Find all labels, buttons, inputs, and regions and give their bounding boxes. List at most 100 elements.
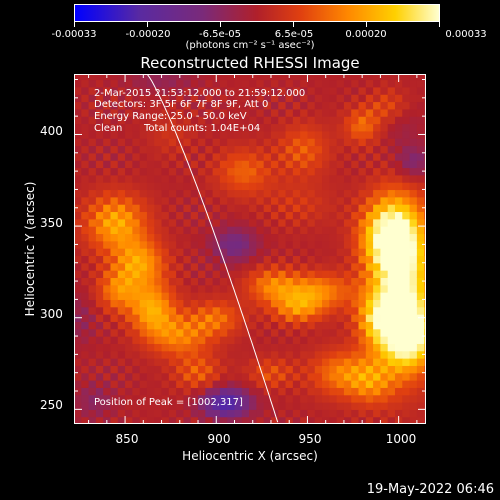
heatmap-cell	[307, 402, 316, 410]
heatmap-cell	[249, 299, 257, 308]
heatmap-cell	[241, 292, 250, 300]
heatmap-cell	[103, 152, 112, 161]
heatmap-cell	[81, 387, 90, 396]
heatmap-cell	[176, 145, 185, 154]
heatmap-cell	[117, 145, 126, 154]
heatmap-cell	[343, 321, 352, 330]
heatmap-cell	[117, 189, 126, 198]
heatmap-cell	[95, 255, 104, 264]
heatmap-cell	[212, 409, 221, 418]
heatmap-cell	[307, 130, 316, 139]
heatmap-cell	[110, 167, 119, 176]
heatmap-cell	[198, 160, 206, 169]
y-tick-label: 250	[40, 398, 63, 412]
heatmap-cell	[88, 218, 97, 227]
heatmap-cell	[241, 145, 250, 154]
heatmap-cell	[190, 145, 199, 154]
heatmap-cell	[409, 277, 418, 286]
heatmap-cell	[380, 211, 389, 220]
heatmap-cell	[314, 108, 323, 117]
heatmap-cell	[329, 365, 338, 374]
heatmap-cell	[183, 123, 192, 132]
heatmap-cell	[205, 101, 214, 110]
heatmap-cell	[263, 248, 272, 257]
heatmap-cell	[270, 358, 279, 366]
heatmap-cell	[117, 226, 126, 235]
heatmap-cell	[81, 284, 90, 293]
heatmap-cell	[168, 314, 177, 322]
heatmap-cell	[219, 174, 228, 183]
heatmap-cell	[263, 372, 272, 381]
heatmap-cell	[358, 174, 367, 183]
heatmap-cell	[176, 358, 185, 366]
heatmap-cell	[125, 394, 133, 403]
heatmap-cell	[314, 336, 323, 344]
heatmap-cell	[351, 226, 360, 235]
heatmap-cell	[343, 248, 352, 257]
heatmap-cell	[373, 343, 382, 352]
heatmap-cell	[212, 255, 221, 264]
heatmap-cell	[234, 343, 243, 352]
heatmap-cell	[416, 248, 425, 257]
heatmap-cell	[314, 218, 323, 227]
heatmap-cell	[234, 233, 243, 242]
heatmap-cell	[336, 358, 345, 366]
heatmap-cell	[132, 299, 141, 308]
heatmap-cell	[103, 328, 112, 337]
heatmap-cell	[314, 299, 323, 308]
heatmap-cell	[278, 299, 287, 308]
heatmap-cell	[358, 79, 367, 88]
heatmap-cell	[198, 218, 206, 227]
heatmap-cell	[285, 277, 294, 286]
heatmap-cell	[198, 372, 206, 381]
heatmap-cell	[81, 314, 90, 322]
heatmap-cell	[198, 138, 206, 147]
heatmap-cell	[132, 336, 141, 344]
heatmap-cell	[387, 138, 396, 147]
heatmap-cell	[81, 182, 90, 191]
heatmap-cell	[394, 299, 403, 308]
heatmap-cell	[227, 365, 236, 374]
heatmap-cell	[329, 130, 338, 139]
heatmap-cell	[125, 211, 133, 220]
heatmap-cell	[300, 167, 309, 176]
heatmap-cell	[285, 255, 294, 264]
heatmap-cell	[212, 101, 221, 110]
heatmap-cell	[263, 74, 272, 81]
heatmap-cell	[183, 380, 192, 388]
heatmap-cell	[358, 343, 367, 352]
heatmap-cell	[132, 211, 141, 220]
heatmap-cell	[322, 94, 330, 103]
heatmap-cell	[270, 240, 279, 249]
heatmap-cell	[110, 182, 119, 191]
heatmap-cell	[387, 343, 396, 352]
heatmap-cell	[139, 350, 148, 359]
heatmap-cell	[285, 167, 294, 176]
heatmap-cell	[380, 152, 389, 161]
heatmap-cell	[358, 226, 367, 235]
heatmap-cell	[81, 365, 90, 374]
heatmap-cell	[95, 328, 104, 337]
heatmap-cell	[314, 372, 323, 381]
heatmap-cell	[117, 255, 126, 264]
heatmap-cell	[292, 74, 301, 81]
heatmap-cell	[365, 152, 374, 161]
heatmap-cell	[402, 402, 411, 410]
heatmap-cell	[314, 204, 323, 213]
heatmap-cell	[336, 226, 345, 235]
heatmap-cell	[190, 233, 199, 242]
heatmap-cell	[74, 79, 82, 88]
heatmap-cell	[249, 233, 257, 242]
heatmap-cell	[139, 174, 148, 183]
heatmap-cell	[74, 299, 82, 308]
heatmap-cell	[292, 270, 301, 278]
heatmap-cell	[154, 204, 163, 213]
heatmap-cell	[168, 416, 177, 424]
heatmap-cell	[387, 145, 396, 154]
heatmap-cell	[74, 270, 82, 278]
heatmap-cell	[402, 74, 411, 81]
heatmap-cell	[95, 204, 104, 213]
heatmap-cell	[168, 292, 177, 300]
heatmap-cell	[227, 306, 236, 315]
heatmap-cell	[176, 116, 185, 125]
